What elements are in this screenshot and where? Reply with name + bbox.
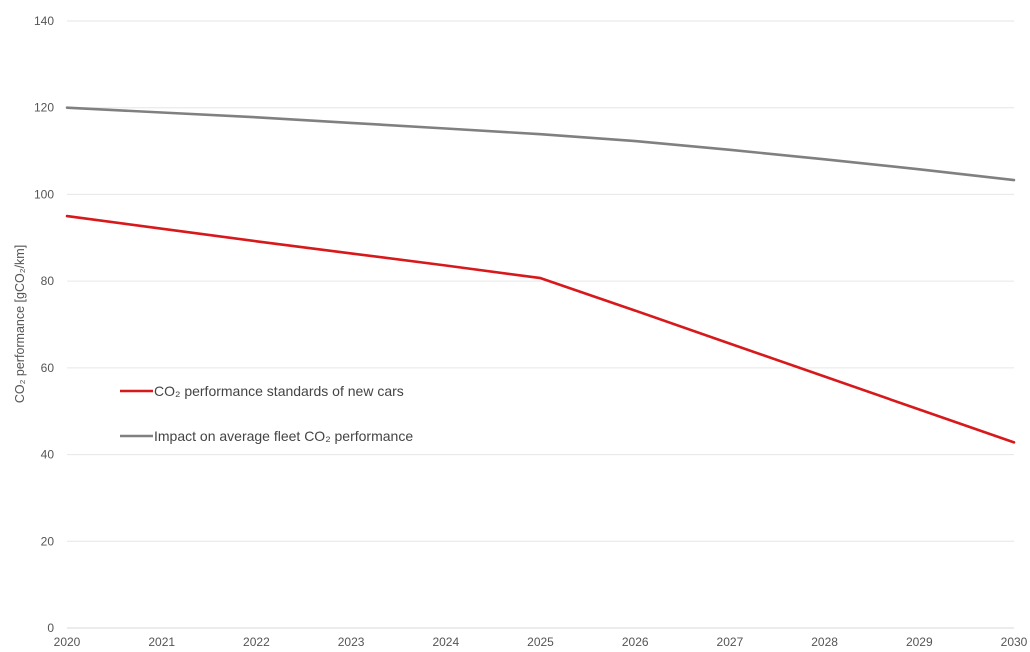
y-axis-ticks: 0 20 40 60 80 100 120 140 [34, 14, 54, 635]
x-tick-label: 2021 [148, 635, 175, 649]
x-tick-label: 2022 [243, 635, 270, 649]
series-lines [65, 106, 1016, 444]
legend-label-0: CO₂ performance standards of new cars [154, 383, 404, 399]
y-axis-title: CO₂ performance [gCO₂/km] [13, 245, 27, 403]
series-line-0 [65, 214, 1016, 444]
x-tick-label: 2027 [717, 635, 744, 649]
series-line-1 [65, 106, 1016, 182]
x-tick-label: 2030 [1001, 635, 1028, 649]
legend-label-1: Impact on average fleet CO₂ performance [154, 428, 413, 444]
y-tick-label: 20 [41, 534, 55, 548]
y-tick-label: 120 [34, 101, 54, 115]
y-tick-label: 80 [41, 274, 55, 288]
y-tick-label: 140 [34, 14, 54, 28]
y-tick-label: 100 [34, 187, 54, 201]
x-tick-label: 2023 [338, 635, 365, 649]
y-tick-label: 0 [47, 621, 54, 635]
y-tick-label: 40 [41, 448, 55, 462]
x-tick-label: 2026 [622, 635, 649, 649]
x-axis-ticks: 2020 2021 2022 2023 2024 2025 2026 2027 2028 2029… [54, 635, 1028, 649]
x-tick-label: 2024 [432, 635, 459, 649]
x-tick-label: 2029 [906, 635, 933, 649]
gridlines [67, 20, 1014, 629]
y-tick-label: 60 [41, 361, 55, 375]
x-tick-label: 2025 [527, 635, 554, 649]
x-tick-label: 2020 [54, 635, 81, 649]
legend: CO₂ performance standards of new cars Imp… [120, 383, 413, 444]
x-tick-label: 2028 [811, 635, 838, 649]
